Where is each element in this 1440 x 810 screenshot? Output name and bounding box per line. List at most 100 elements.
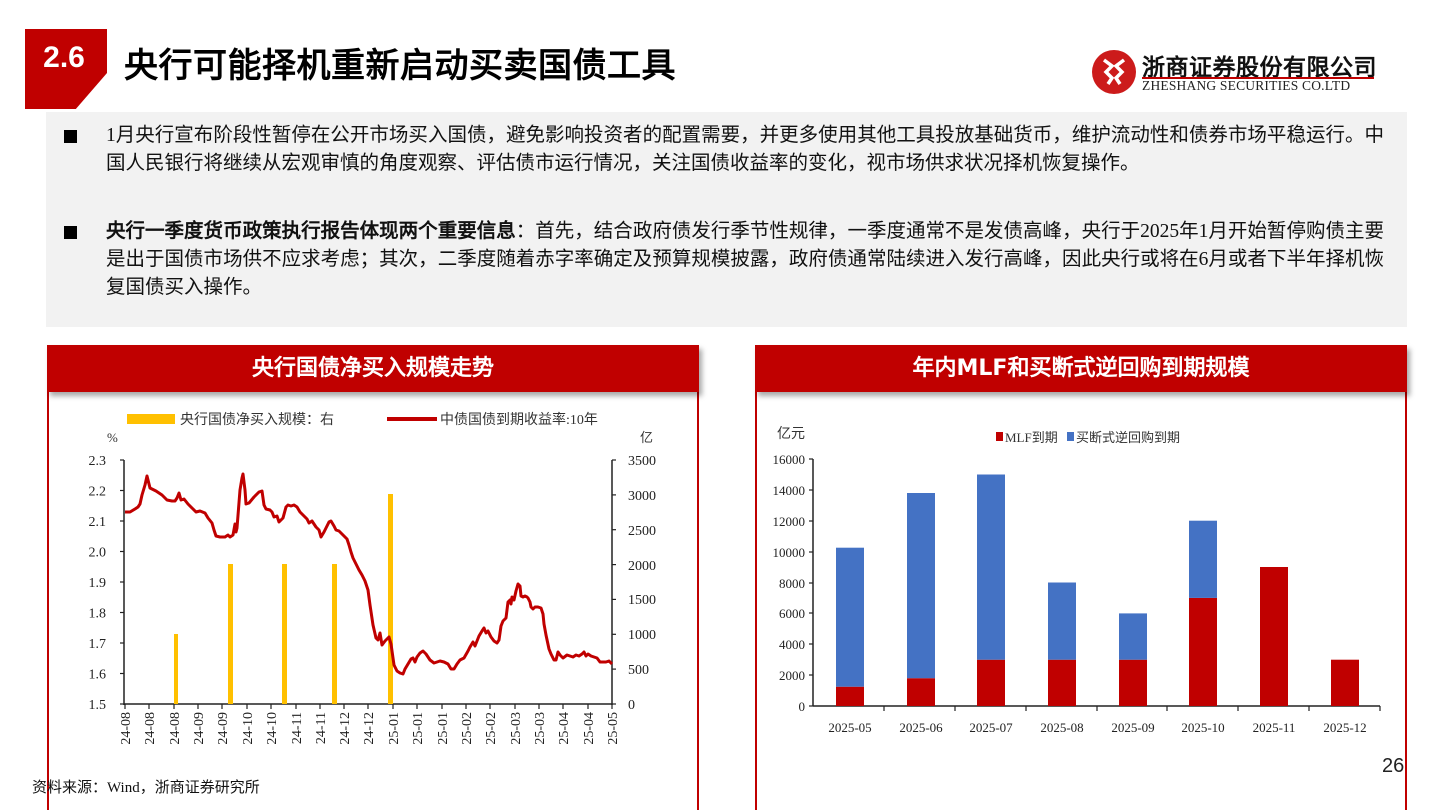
legend-reverse-repo-label: 买断式逆回购到期 xyxy=(1076,430,1180,445)
left-axis-unit: % xyxy=(107,430,118,445)
logo-english-name: ZHESHANG SECURITIES CO.LTD xyxy=(1142,78,1351,93)
page-number: 26 xyxy=(1382,755,1405,777)
left-x-labels: 24-08 24-08 24-08 24-09 24-09 24-10 24-1… xyxy=(119,712,621,745)
bar-reverse-repo xyxy=(836,547,864,687)
svg-text:12000: 12000 xyxy=(773,514,806,529)
bar-mlf xyxy=(1260,567,1288,706)
bar-reverse-repo xyxy=(1119,613,1147,660)
svg-text:24-11: 24-11 xyxy=(290,712,305,744)
logo-chinese-name: 浙商证券股份有限公司 xyxy=(1142,54,1377,81)
legend-mlf-label: MLF到期 xyxy=(1005,430,1058,445)
svg-text:25-02: 25-02 xyxy=(484,712,499,745)
svg-text:24-09: 24-09 xyxy=(216,712,231,745)
svg-text:2.1: 2.1 xyxy=(89,515,107,530)
bullet-item: 央行一季度货币政策执行报告体现两个重要信息：首先，结合政府债发行季节性规律，一季… xyxy=(64,218,1384,302)
svg-text:8000: 8000 xyxy=(779,576,805,591)
legend-mlf-swatch xyxy=(996,432,1003,441)
company-logo: 浙商证券股份有限公司 ZHESHANG SECURITIES CO.LTD xyxy=(1092,48,1382,96)
bar-mlf xyxy=(836,686,864,706)
left-y-labels: 2.3 2.2 2.1 2.0 1.9 1.8 1.7 1.6 1.5 xyxy=(89,454,107,713)
bar xyxy=(388,494,393,704)
summary-box: 1月央行宣布阶段性暂停在公开市场买入国债，避免影响投资者的配置需要，并更多使用其… xyxy=(46,112,1407,327)
svg-text:2000: 2000 xyxy=(628,559,656,574)
bar-reverse-repo xyxy=(907,493,935,679)
svg-text:1.6: 1.6 xyxy=(89,668,107,683)
right-x-labels: 2025-05 2025-06 2025-07 2025-08 2025-09 … xyxy=(828,720,1366,735)
bar-mlf xyxy=(1189,597,1217,706)
bar-mlf xyxy=(1331,659,1359,706)
svg-text:1.5: 1.5 xyxy=(89,698,107,713)
svg-text:2025-09: 2025-09 xyxy=(1111,720,1154,735)
svg-text:14000: 14000 xyxy=(773,483,806,498)
svg-text:2500: 2500 xyxy=(628,524,656,539)
svg-text:2025-10: 2025-10 xyxy=(1181,720,1224,735)
bar xyxy=(332,564,337,704)
bullet-body: 1月央行宣布阶段性暂停在公开市场买入国债，避免影响投资者的配置需要，并更多使用其… xyxy=(106,125,1384,174)
bar-reverse-repo xyxy=(1189,520,1217,598)
svg-text:10000: 10000 xyxy=(773,545,806,560)
svg-text:1.7: 1.7 xyxy=(89,637,107,652)
svg-text:24-10: 24-10 xyxy=(265,712,280,745)
svg-text:1.9: 1.9 xyxy=(89,576,107,591)
svg-text:25-04: 25-04 xyxy=(582,712,597,745)
legend-reverse-repo-swatch xyxy=(1067,432,1074,441)
logo-emblem-icon xyxy=(1092,50,1136,94)
svg-text:1500: 1500 xyxy=(628,593,656,608)
svg-text:25-05: 25-05 xyxy=(606,712,621,745)
svg-text:4000: 4000 xyxy=(779,637,805,652)
bar-mlf xyxy=(907,678,935,706)
bar-mlf xyxy=(1119,659,1147,706)
bullet-bold-lead: 央行一季度货币政策执行报告体现两个重要信息 xyxy=(106,221,516,242)
source-note: 资料来源：Wind，浙商证券研究所 xyxy=(32,780,260,796)
svg-text:16000: 16000 xyxy=(773,452,806,467)
net-purchase-bars xyxy=(174,494,393,704)
svg-text:25-03: 25-03 xyxy=(533,712,548,745)
svg-text:2025-12: 2025-12 xyxy=(1323,720,1366,735)
svg-text:0: 0 xyxy=(799,699,806,714)
section-number: 2.6 xyxy=(43,41,85,74)
bar-mlf xyxy=(1048,659,1076,706)
svg-text:24-08: 24-08 xyxy=(119,712,134,745)
stacked-bars xyxy=(836,474,1359,706)
svg-text:2.0: 2.0 xyxy=(89,546,107,561)
bullet-text: 1月央行宣布阶段性暂停在公开市场买入国债，避免影响投资者的配置需要，并更多使用其… xyxy=(106,122,1384,178)
svg-text:24-11: 24-11 xyxy=(314,712,329,744)
bullet-square-icon xyxy=(64,130,77,143)
legend-bar-label: 央行国债净买入规模：右 xyxy=(180,412,334,428)
svg-text:25-03: 25-03 xyxy=(509,712,524,745)
bar xyxy=(228,564,233,704)
svg-text:24-12: 24-12 xyxy=(338,712,353,745)
bar-mlf xyxy=(977,659,1005,706)
legend-line-label: 中债国债到期收益率:10年 xyxy=(440,411,598,428)
svg-text:25-01: 25-01 xyxy=(411,712,426,745)
svg-text:2025-08: 2025-08 xyxy=(1040,720,1083,735)
left-chart-frame xyxy=(47,392,699,810)
svg-text:24-08: 24-08 xyxy=(168,712,183,745)
right-chart-title: 年内MLF和买断式逆回购到期规模 xyxy=(755,345,1407,392)
legend-bar-swatch xyxy=(127,414,175,424)
y-axis-unit: 亿元 xyxy=(777,426,805,442)
bar-reverse-repo xyxy=(1048,582,1076,660)
svg-text:24-09: 24-09 xyxy=(192,712,207,745)
bullet-item: 1月央行宣布阶段性暂停在公开市场买入国债，避免影响投资者的配置需要，并更多使用其… xyxy=(64,122,1384,178)
svg-text:2000: 2000 xyxy=(779,668,805,683)
svg-text:25-01: 25-01 xyxy=(387,712,402,745)
right-axis-unit: 亿 xyxy=(640,430,653,445)
svg-text:1.8: 1.8 xyxy=(89,607,107,622)
svg-text:25-02: 25-02 xyxy=(460,712,475,745)
svg-text:3500: 3500 xyxy=(628,454,656,469)
page-title: 央行可能择机重新启动买卖国债工具 xyxy=(124,46,676,86)
svg-text:2025-05: 2025-05 xyxy=(828,720,871,735)
svg-text:2025-07: 2025-07 xyxy=(969,720,1013,735)
right-y-labels: 16000 14000 12000 10000 8000 6000 4000 2… xyxy=(773,452,806,714)
svg-text:2.3: 2.3 xyxy=(89,454,107,469)
svg-text:24-12: 24-12 xyxy=(362,712,377,745)
svg-text:2.2: 2.2 xyxy=(89,485,107,500)
section-number-badge: 2.6 xyxy=(25,29,107,109)
right-y-labels: 3500 3000 2500 2000 1500 1000 500 0 xyxy=(628,454,656,713)
bullet-text: 央行一季度货币政策执行报告体现两个重要信息：首先，结合政府债发行季节性规律，一季… xyxy=(106,218,1384,302)
svg-text:2025-06: 2025-06 xyxy=(899,720,943,735)
svg-text:25-01: 25-01 xyxy=(436,712,451,745)
